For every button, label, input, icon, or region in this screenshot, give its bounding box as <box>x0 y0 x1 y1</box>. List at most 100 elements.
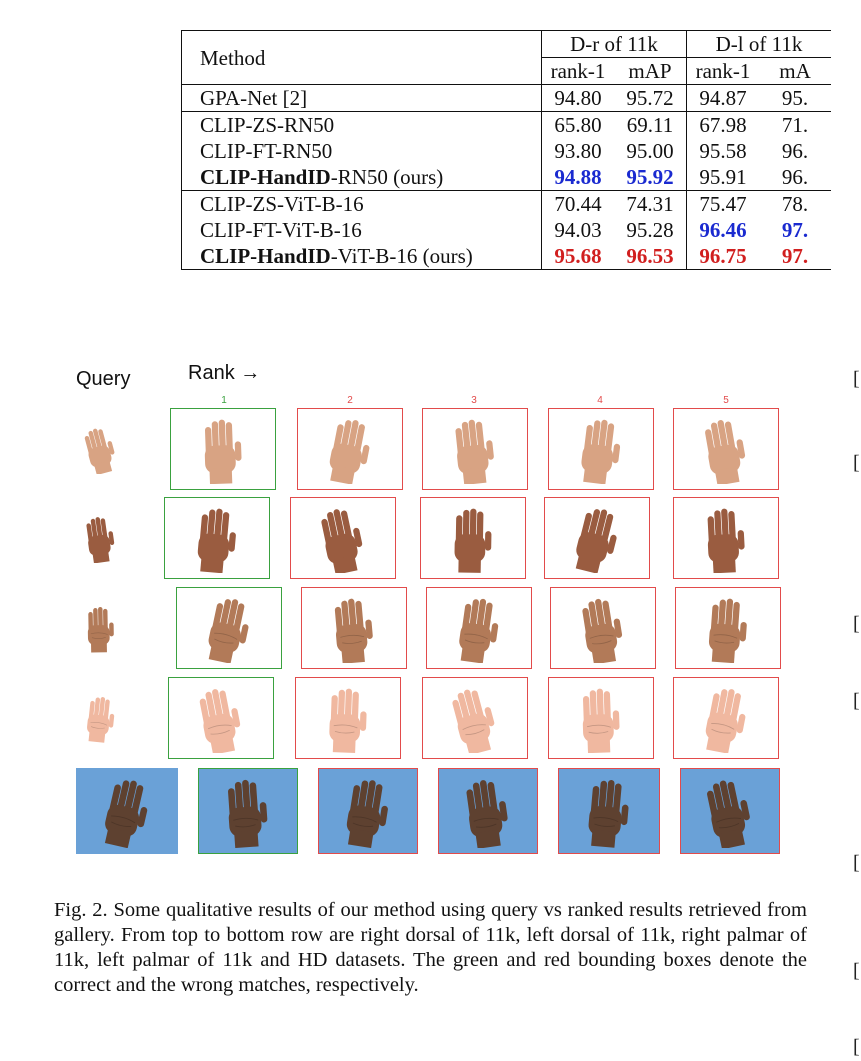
rank-result-image <box>673 497 779 579</box>
reference-bracket: [ <box>853 1036 860 1058</box>
method-name: CLIP-HandID-ViT-B-16 (ours) <box>181 243 542 270</box>
metric-cell: 95.92 <box>626 165 674 189</box>
hand-image <box>705 689 746 753</box>
rank-result-image <box>548 677 654 759</box>
rank-result-image <box>301 587 407 669</box>
hand-image <box>86 517 115 563</box>
metric-cell: 94.80 <box>541 84 614 112</box>
method-name: CLIP-HandID-RN50 (ours) <box>181 164 542 191</box>
hand-image <box>459 599 499 663</box>
subheader-rank1-dr: rank-1 <box>541 57 614 85</box>
reference-bracket: [ <box>853 690 860 712</box>
rank-result-image <box>675 587 781 669</box>
rank-number: 2 <box>347 395 353 406</box>
rank-result-image <box>290 497 396 579</box>
metric-cell: 69.11 <box>614 111 687 138</box>
table-body: GPA-Net [2] 94.80 95.72 94.87 95. CLIP-ZS-RN5… <box>181 84 832 270</box>
query-image <box>76 768 178 854</box>
hand-image <box>197 508 237 573</box>
query-image <box>72 408 130 490</box>
method-name-suffix: -RN50 (ours) <box>330 165 444 189</box>
hand-image <box>208 599 249 663</box>
rank-result-image <box>318 768 418 854</box>
rank-result-image <box>673 677 779 759</box>
metric-cell: 96.53 <box>614 243 687 270</box>
rank-result-image <box>170 408 276 490</box>
query-image <box>72 497 130 579</box>
metric-cell: 70.44 <box>541 190 614 217</box>
metric-cell: 74.31 <box>614 190 687 217</box>
rank-result-image <box>198 768 298 854</box>
method-name: CLIP-FT-RN50 <box>181 138 542 164</box>
subheader-map-dr: mAP <box>614 57 687 85</box>
rank-result-image <box>548 408 654 490</box>
table-row: CLIP-HandID-ViT-B-16 (ours) 95.68 96.53 96.… <box>181 243 831 270</box>
hand-image <box>582 688 620 753</box>
hand-image <box>452 689 495 753</box>
table-row: CLIP-FT-ViT-B-16 94.03 95.28 96.46 97. <box>181 217 832 243</box>
rank-number: 1 <box>221 395 227 406</box>
query-image <box>72 587 130 669</box>
hand-image <box>707 780 751 848</box>
figure-caption: Fig. 2. Some qualitative results of our … <box>54 899 807 996</box>
method-name-suffix: -ViT-B-16 (ours) <box>330 244 473 268</box>
metric-cell: 96. <box>781 165 809 189</box>
reference-bracket: [ <box>853 368 860 390</box>
rank-result-image <box>673 408 779 490</box>
rank-result-image <box>422 408 528 490</box>
reference-bracket: [ <box>853 613 860 635</box>
hand-image <box>87 697 115 743</box>
reference-bracket: [ <box>853 852 860 874</box>
metric-cell: 95.91 <box>686 164 759 191</box>
method-name: CLIP-FT-ViT-B-16 <box>181 217 542 243</box>
subheader-map-dl: mA <box>759 57 831 85</box>
hand-image <box>335 598 373 663</box>
metric-cell: 65.80 <box>541 111 614 138</box>
hand-image <box>329 420 370 484</box>
method-name: CLIP-ZS-ViT-B-16 <box>181 190 542 217</box>
rank-number: 4 <box>597 395 603 406</box>
hand-image <box>321 509 363 573</box>
hand-image <box>454 508 492 573</box>
rank-result-image <box>176 587 282 669</box>
metric-cell: 95.58 <box>686 138 759 164</box>
reference-bracket: [ <box>853 452 860 474</box>
metric-cell: 94.03 <box>541 217 614 243</box>
metric-cell: 78. <box>759 190 831 217</box>
metric-cell: 95.68 <box>541 243 614 270</box>
metric-cell: 95.72 <box>614 84 687 112</box>
metric-cell: 97. <box>759 243 831 270</box>
rank-result-image <box>420 497 526 579</box>
rank-result-image <box>422 677 528 759</box>
header-group-dl: D-l of 11k <box>686 30 831 58</box>
metric-cell: 96.75 <box>686 243 759 270</box>
hand-image <box>204 419 242 484</box>
hand-image <box>581 419 621 484</box>
metric-cell: 95.00 <box>626 139 674 163</box>
method-name: CLIP-ZS-RN50 <box>181 111 542 138</box>
query-label: Query <box>76 368 131 390</box>
table-row: GPA-Net [2] 94.80 95.72 94.87 95. <box>181 84 831 112</box>
hand-image <box>199 689 241 753</box>
rank-number: 3 <box>471 395 477 406</box>
metric-cell: 67.98 <box>686 111 759 138</box>
hand-image <box>575 509 617 573</box>
hand-image <box>707 508 745 573</box>
hand-image <box>329 688 367 753</box>
rank-label: Rank → <box>188 362 261 384</box>
rank-result-image <box>297 408 403 490</box>
hand-image <box>466 780 509 848</box>
rank-result-image <box>550 587 656 669</box>
rank-result-image <box>168 677 274 759</box>
header-group-dr: D-r of 11k <box>541 30 687 58</box>
hand-image <box>455 419 495 484</box>
rank-result-image <box>426 587 532 669</box>
hand-image <box>347 780 389 848</box>
hand-image <box>85 429 115 474</box>
rank-result-image <box>164 497 270 579</box>
table-row: CLIP-FT-RN50 93.80 95.00 95.58 96. <box>181 138 832 164</box>
metric-cell: 75.47 <box>686 190 759 217</box>
hand-image <box>705 420 746 484</box>
table-subheader-row: rank-1 mAP rank-1 mA <box>182 57 831 85</box>
method-name-bold: CLIP-HandID <box>200 244 331 268</box>
